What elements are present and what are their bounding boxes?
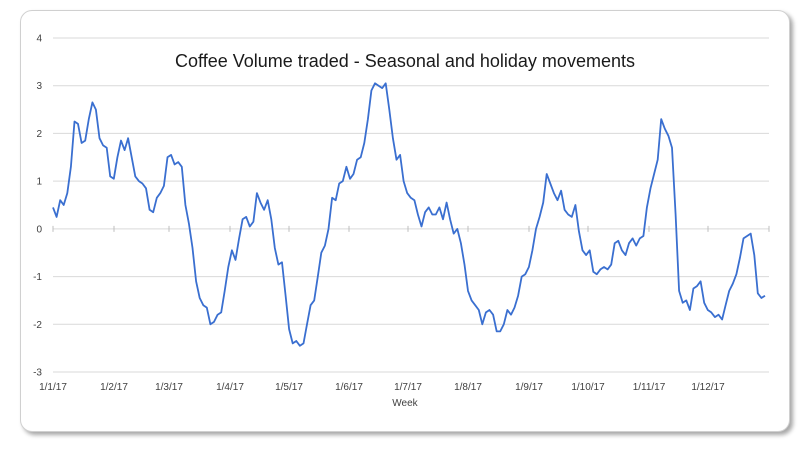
x-tick-label: 1/6/17 (335, 382, 363, 393)
y-tick-label: -2 (33, 320, 42, 331)
y-tick-label: -3 (33, 368, 42, 379)
x-tick-label: 1/8/17 (454, 382, 482, 393)
y-tick-label: 0 (36, 224, 42, 235)
chart-frame (20, 10, 790, 432)
x-tick-label: 1/2/17 (100, 382, 128, 393)
y-axis-ticks: 4 3 2 1 0 -1 -2 -3 (33, 34, 42, 379)
x-tick-label: 1/10/17 (571, 382, 605, 393)
x-axis-tick-labels: 1/1/17 1/2/17 1/3/17 1/4/17 1/5/17 1/6/17 1/7/… (39, 382, 725, 393)
x-tick-label: 1/4/17 (216, 382, 244, 393)
x-axis-title: Week (392, 398, 418, 409)
x-axis (52, 225, 770, 232)
x-tick-label: 1/3/17 (155, 382, 183, 393)
series-line (52, 82, 766, 347)
y-tick-label: 1 (36, 177, 42, 188)
x-tick-label: 1/9/17 (515, 382, 543, 393)
x-tick-label: 1/1/17 (39, 382, 67, 393)
x-tick-label: 1/12/17 (691, 382, 725, 393)
y-tick-label: 2 (36, 129, 42, 140)
chart-title: Coffee Volume traded - Seasonal and holi… (175, 51, 635, 71)
y-tick-label: -1 (33, 272, 42, 283)
x-tick-label: 1/11/17 (633, 382, 666, 393)
y-tick-label: 4 (36, 34, 42, 45)
x-tick-label: 1/7/17 (394, 382, 422, 393)
x-tick-label: 1/5/17 (275, 382, 303, 393)
y-tick-label: 3 (36, 81, 42, 92)
gridlines (53, 37, 769, 373)
